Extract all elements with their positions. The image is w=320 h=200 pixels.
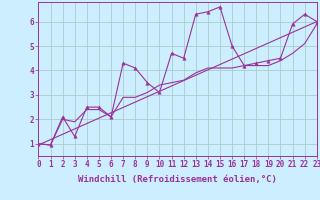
X-axis label: Windchill (Refroidissement éolien,°C): Windchill (Refroidissement éolien,°C) [78, 175, 277, 184]
